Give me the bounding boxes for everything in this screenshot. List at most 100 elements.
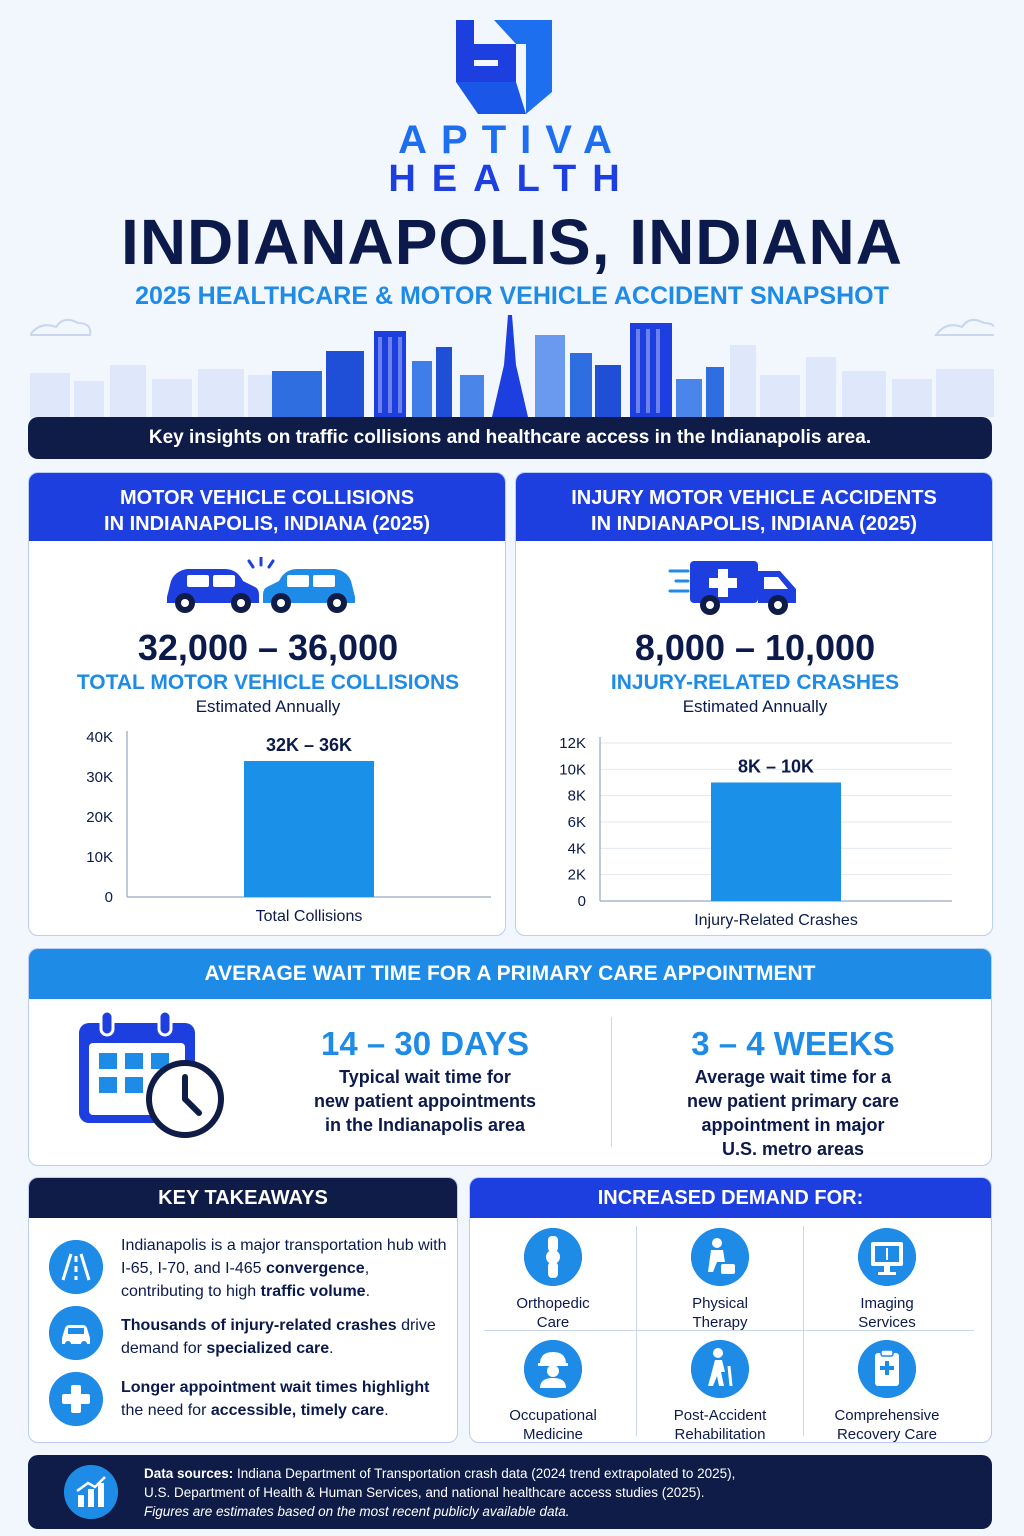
intro-banner: Key insights on traffic collisions and h… [28, 417, 992, 459]
demand-label-line1: Orthopedic [516, 1295, 590, 1312]
key-takeaways-header: KEY TAKEAWAYS [29, 1178, 457, 1218]
wait-time-header: AVERAGE WAIT TIME FOR A PRIMARY CARE APP… [29, 949, 991, 999]
grid-divider [484, 1330, 974, 1331]
ambulance-icon [668, 561, 796, 615]
demand-label-line1: Imaging [860, 1295, 914, 1312]
takeaway-2-text-d: . [329, 1340, 334, 1357]
demand-label-line2: Medicine [522, 1426, 584, 1443]
national-wait-line1: Average wait time for a [694, 1067, 892, 1087]
bar-chart-icon [64, 1465, 118, 1519]
injury-label: INJURY-RELATED CRASHES [610, 671, 900, 694]
page-subtitle: 2025 HEALTHCARE & MOTOR VEHICLE ACCIDENT… [135, 282, 889, 310]
grid-divider [636, 1226, 637, 1436]
national-wait-line3: appointment in major [701, 1115, 885, 1135]
y-tick-label: 10K [559, 761, 586, 778]
injury-header-line1: INJURY MOTOR VEHICLE ACCIDENTS [571, 487, 937, 509]
demand-label-line2: Therapy [692, 1314, 748, 1331]
brand-name-line2: HEALTH [388, 158, 636, 200]
demand-item-physical-therapy: Physical Therapy [637, 1228, 803, 1332]
hard-hat-worker-icon [524, 1340, 582, 1398]
bar [711, 782, 841, 901]
car-crash-icon [167, 557, 355, 613]
demand-item-recovery: Comprehensive Recovery Care [804, 1340, 970, 1443]
brand-name-line1: APTIVA [398, 118, 626, 162]
grid-divider [803, 1226, 804, 1436]
y-tick-label: 30K [86, 769, 113, 786]
national-wait-line4: U.S. metro areas [721, 1139, 865, 1159]
takeaway-2-text-c: specialized care [206, 1340, 330, 1357]
x-category-label: Injury-Related Crashes [694, 912, 858, 929]
data-sources-text: Data sources: Indiana Department of Tran… [144, 1464, 974, 1521]
takeaway-3-text-d: . [384, 1402, 389, 1419]
demand-item-imaging: Imaging Services [804, 1228, 970, 1332]
y-tick-label: 2K [568, 867, 586, 884]
injury-bar-chart: 0 2K 4K 6K 8K 10K 12K 8K – 10K Injury-Related Cr… [559, 735, 952, 929]
y-tick-label: 4K [568, 840, 586, 857]
takeaway-2-text-a: Thousands of injury-related crashes [121, 1317, 397, 1334]
y-tick-label: 12K [559, 735, 586, 752]
key-takeaways-card: KEY TAKEAWAYS Indianapolis is a major tr… [28, 1177, 458, 1443]
takeaway-item: Thousands of injury-related crashes driv… [49, 1306, 457, 1368]
injury-card-header: INJURY MOTOR VEHICLE ACCIDENTS IN INDIAN… [516, 473, 992, 541]
bar [244, 761, 374, 897]
demand-label-line2: Services [858, 1314, 916, 1331]
data-sources-label: Data sources: [144, 1466, 234, 1481]
increased-demand-header: INCREASED DEMAND FOR: [470, 1178, 991, 1218]
y-tick-label: 0 [578, 893, 586, 910]
demand-label-line2: Recovery Care [836, 1426, 938, 1443]
imaging-monitor-icon [858, 1228, 916, 1286]
data-sources-footer: Data sources: Indiana Department of Tran… [28, 1455, 992, 1529]
collisions-bar-chart: 0 10K 20K 30K 40K 32K – 36K Total Collisions [86, 729, 491, 925]
takeaway-1-text-a: Indianapolis is a major transportation h… [121, 1237, 447, 1277]
y-tick-label: 40K [86, 729, 113, 746]
local-wait-line2: new patient appointments [313, 1091, 536, 1111]
collisions-card: MOTOR VEHICLE COLLISIONS IN INDIANAPOLIS… [28, 472, 506, 936]
calendar-clock-icon [79, 1009, 224, 1138]
road-icon [49, 1240, 103, 1294]
demand-item-rehabilitation: Post-Accident Rehabilitation [637, 1340, 803, 1443]
injury-range: 8,000 – 10,000 [634, 627, 876, 668]
local-wait-description: Typical wait time for new patient appoin… [275, 1065, 575, 1137]
data-sources-line1: Indiana Department of Transportation cra… [233, 1466, 736, 1481]
collisions-sublabel: Estimated Annually [195, 697, 341, 716]
increased-demand-card: INCREASED DEMAND FOR: Orthopedic Care Phy… [469, 1177, 992, 1443]
takeaway-item: Indianapolis is a major transportation h… [49, 1234, 457, 1306]
collisions-card-header: MOTOR VEHICLE COLLISIONS IN INDIANAPOLIS… [29, 473, 505, 541]
wait-divider [611, 1017, 612, 1147]
page-title: INDIANAPOLIS, INDIANA [121, 206, 903, 278]
demand-item-occupational: Occupational Medicine [470, 1340, 636, 1443]
demand-item-orthopedic: Orthopedic Care [470, 1228, 636, 1332]
clipboard-cross-icon [858, 1340, 916, 1398]
injury-header-line2: IN INDIANAPOLIS, INDIANA (2025) [591, 513, 917, 535]
data-sources-note: Figures are estimates based on the most … [144, 1504, 570, 1519]
walking-cane-icon [691, 1340, 749, 1398]
local-wait-line1: Typical wait time for [339, 1067, 511, 1087]
car-icon [49, 1306, 103, 1360]
demand-label-line1: Occupational [509, 1407, 597, 1424]
demand-label-line1: Comprehensive [834, 1407, 940, 1424]
data-sources-line2: U.S. Department of Health & Human Servic… [144, 1485, 705, 1500]
demand-label-line1: Post-Accident [673, 1407, 767, 1424]
collisions-header-line1: MOTOR VEHICLE COLLISIONS [119, 487, 415, 509]
demand-label-line1: Physical [692, 1295, 748, 1312]
takeaway-item: Longer appointment wait times highlight … [49, 1372, 457, 1430]
national-wait-value: 3 – 4 WEEKS [691, 1025, 895, 1062]
collisions-range: 32,000 – 36,000 [137, 627, 399, 668]
physical-therapy-icon [691, 1228, 749, 1286]
bar-data-label: 32K – 36K [266, 735, 352, 755]
demand-label-line2: Rehabilitation [674, 1426, 766, 1443]
aptiva-logo-mark [456, 20, 552, 114]
demand-label-line2: Care [536, 1314, 570, 1331]
takeaway-3-text-a: Longer appointment wait times highlight [121, 1379, 430, 1396]
injury-sublabel: Estimated Annually [682, 697, 828, 716]
national-wait-line2: new patient primary care [686, 1091, 900, 1111]
y-tick-label: 6K [568, 814, 586, 831]
takeaway-1-text-c: , contributing to high [121, 1260, 370, 1300]
medical-cross-icon [49, 1372, 103, 1426]
y-tick-label: 20K [86, 809, 113, 826]
x-category-label: Total Collisions [256, 908, 363, 925]
y-tick-label: 10K [86, 849, 113, 866]
bar-data-label: 8K – 10K [738, 757, 814, 777]
local-wait-value: 14 – 30 DAYS [321, 1025, 529, 1062]
y-tick-label: 0 [105, 889, 113, 906]
